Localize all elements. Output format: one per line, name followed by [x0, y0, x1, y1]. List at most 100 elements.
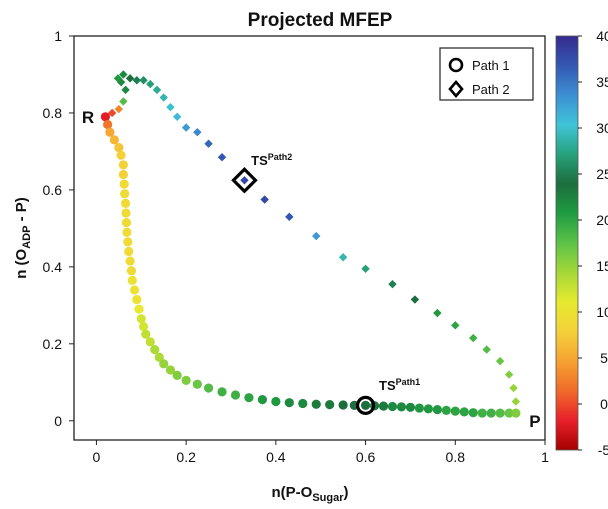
- path-1-point: [119, 179, 129, 189]
- path-1-point: [122, 227, 132, 237]
- path-1-point: [125, 256, 135, 266]
- path-2-point: [152, 85, 162, 95]
- path-2-point: [260, 195, 269, 204]
- path-1-point: [504, 408, 514, 418]
- path-2-point: [146, 79, 155, 89]
- colorbar-tick-label: -5: [598, 442, 608, 458]
- colorbar-tick-label: 0: [600, 396, 608, 412]
- path-1-point: [118, 160, 128, 170]
- path-1-point: [127, 275, 137, 285]
- annotation-p: P: [529, 412, 540, 431]
- path-1-point: [432, 405, 442, 415]
- ts-path1-marker: [355, 395, 376, 415]
- path-1-point: [477, 408, 487, 418]
- path-2-point: [139, 76, 148, 85]
- path-1-point: [495, 408, 505, 418]
- path-1-point: [114, 142, 124, 153]
- ts-path2-marker: [231, 167, 258, 194]
- path-1-point: [172, 370, 182, 380]
- path-1-point: [244, 393, 254, 403]
- path-2-point: [121, 85, 130, 95]
- path-1-point: [121, 208, 131, 218]
- colorbar: -5 0 5 10 15 20 25 30 35 40: [555, 28, 608, 458]
- path-2-point: [204, 139, 213, 148]
- path-1-point: [134, 304, 144, 314]
- path-1-point: [203, 383, 214, 393]
- path-1-point: [136, 314, 146, 324]
- svg-text:TSPath1: TSPath1: [379, 377, 420, 393]
- colorbar-tick-label: 25: [596, 166, 608, 182]
- path-1-point: [159, 359, 169, 369]
- path-2-point: [509, 383, 518, 393]
- path-2-point: [132, 76, 141, 85]
- path-1-point: [105, 127, 115, 137]
- path-1-point: [123, 237, 133, 247]
- path-1-point: [181, 375, 191, 385]
- path-1-point: [360, 400, 371, 410]
- path-1-point: [486, 408, 496, 418]
- y-tick-label: 0.4: [43, 259, 63, 275]
- y-axis: 0 0.2 0.4 0.6 0.8 1: [43, 28, 74, 429]
- legend-marker-path-2: [448, 80, 464, 98]
- path-1-point: [271, 396, 281, 407]
- path-2-point: [495, 356, 505, 366]
- path-2-point: [482, 345, 491, 354]
- colorbar-tick-label: 35: [596, 74, 608, 90]
- path-1-point: [257, 395, 267, 405]
- path-2-point: [451, 321, 460, 330]
- path-1-point: [103, 119, 113, 130]
- chart-title: Projected MFEP: [248, 10, 393, 31]
- transition-state-markers: [231, 167, 376, 415]
- path-2-point: [410, 295, 420, 304]
- path-2-point: [181, 123, 191, 132]
- path-2-point: [113, 74, 123, 83]
- x-tick-label: 1: [541, 449, 549, 465]
- x-tick-label: 0.8: [446, 449, 466, 465]
- colorbar-ticks: -5 0 5 10 15 20 25 30 35 40: [578, 28, 608, 458]
- legend-box: [439, 47, 534, 101]
- path-2-point: [172, 112, 182, 121]
- series-layer: [100, 70, 521, 418]
- path-2-point: [504, 370, 514, 379]
- path-2-point: [511, 408, 521, 418]
- path-1-point: [141, 329, 151, 339]
- path-1-point: [387, 401, 398, 412]
- x-axis-label: n(P-OSugar): [271, 484, 348, 504]
- path-1-point: [217, 387, 227, 397]
- path-1-point: [405, 402, 416, 412]
- path-1-point: [414, 403, 424, 413]
- path-2-point: [119, 97, 128, 106]
- annotation-ts-path2: TSPath2: [251, 152, 292, 168]
- path-2-point: [166, 102, 175, 112]
- path-1-point: [378, 401, 389, 411]
- y-axis-label: n (OADP - P): [13, 197, 33, 279]
- path-1-point: [284, 398, 294, 408]
- path-2-point: [338, 253, 348, 262]
- path-1-point: [116, 150, 126, 160]
- path-2-point: [101, 112, 110, 121]
- series-2: [101, 70, 521, 418]
- path-1-point: [165, 365, 176, 375]
- x-tick-label: 0: [93, 449, 101, 465]
- legend-marker-path-1: [448, 57, 464, 73]
- path-1-point: [132, 294, 142, 305]
- annotation-r: R: [82, 108, 94, 127]
- path-1-point: [154, 352, 164, 362]
- path-2-point: [361, 264, 370, 273]
- colorbar-gradient: [555, 35, 579, 451]
- path-1-point: [450, 406, 460, 416]
- path-1-point: [138, 321, 149, 332]
- svg-text:P: P: [529, 412, 540, 431]
- y-tick-label: 0.2: [43, 336, 63, 352]
- path-2-point: [193, 127, 202, 137]
- colorbar-tick-label: 20: [596, 212, 608, 228]
- svg-text:R: R: [82, 108, 94, 127]
- x-tick-label: 0.6: [356, 449, 376, 465]
- path-2-point: [433, 308, 442, 318]
- path-1-point: [459, 407, 469, 417]
- colorbar-tick-label: 10: [596, 304, 608, 320]
- path-2-point: [114, 104, 124, 114]
- y-tick-label: 1: [54, 28, 62, 44]
- path-1-point: [126, 266, 137, 276]
